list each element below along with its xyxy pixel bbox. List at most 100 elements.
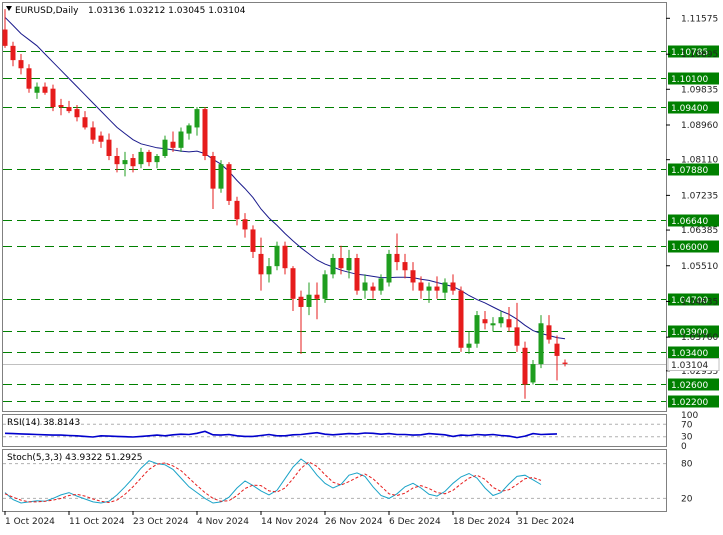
candle-body-17 — [138, 151, 144, 165]
candle-body-34 — [274, 245, 280, 267]
candle-body-22 — [178, 131, 184, 148]
candle-61 — [490, 317, 496, 332]
candle-19 — [154, 153, 160, 169]
candle-66 — [530, 360, 536, 385]
date-tick-label-2: 23 Oct 2024 — [133, 517, 189, 527]
candle-body-42 — [338, 258, 344, 269]
price-tick-label-10: 1.02935 — [681, 367, 718, 377]
level-label-box-0 — [668, 45, 719, 58]
candle-body-36 — [290, 268, 296, 299]
candle-body-27 — [218, 164, 224, 189]
candle-27 — [218, 160, 224, 193]
candle-body-11 — [90, 127, 96, 140]
rsi-panel-frame[interactable] — [2, 414, 667, 447]
level-label-7: 1.03900 — [671, 328, 708, 338]
candle-65 — [522, 341, 528, 399]
candle-22 — [178, 127, 184, 152]
level-label-2: 1.09400 — [671, 104, 708, 114]
candle-12 — [98, 131, 104, 148]
date-tick-label-7: 18 Dec 2024 — [453, 517, 511, 527]
candle-body-60 — [482, 319, 488, 324]
candle-body-29 — [234, 200, 240, 220]
candle-body-1 — [10, 45, 16, 61]
candle-9 — [74, 105, 80, 122]
candle-body-38 — [306, 294, 312, 307]
candle-body-35 — [282, 245, 288, 269]
rsi-tick-label-0: 100 — [681, 411, 698, 421]
candle-63 — [506, 306, 512, 332]
date-tick-label-6: 6 Dec 2024 — [389, 517, 441, 527]
candle-body-51 — [410, 270, 416, 283]
candle-11 — [90, 121, 96, 144]
date-tick-label-5: 26 Nov 2024 — [325, 517, 383, 527]
level-label-box-1 — [668, 72, 719, 85]
candle-body-43 — [346, 258, 352, 271]
candle-body-7 — [58, 105, 64, 108]
candle-body-5 — [42, 86, 48, 93]
rsi-tick-label-1: 70 — [681, 420, 693, 430]
moving-average — [4, 16, 566, 340]
candle-body-49 — [394, 253, 400, 263]
candle-34 — [274, 241, 280, 271]
candle-32 — [258, 237, 264, 291]
candle-body-45 — [362, 282, 368, 291]
candle-64 — [514, 302, 520, 352]
candle-54 — [434, 276, 440, 299]
candle-body-0 — [2, 29, 8, 46]
candle-body-33 — [266, 266, 272, 275]
candle-38 — [306, 282, 312, 316]
candle-67 — [538, 315, 544, 369]
candle-69 — [554, 335, 560, 381]
level-label-box-6 — [668, 293, 719, 306]
price-tick-label-1: 1.10695 — [681, 50, 718, 60]
candle-30 — [242, 213, 248, 238]
candle-body-57 — [458, 290, 464, 348]
date-tick-label-3: 4 Nov 2024 — [197, 517, 249, 527]
level-label-box-9 — [668, 378, 719, 391]
date-tick-label-1: 11 Oct 2024 — [69, 517, 125, 527]
candle-body-53 — [426, 286, 432, 291]
candle-body-68 — [546, 325, 552, 340]
price-panel-frame[interactable] — [2, 2, 667, 412]
candle-4 — [34, 82, 40, 99]
level-label-box-5 — [668, 240, 719, 253]
candle-60 — [482, 311, 488, 330]
candle-body-67 — [538, 323, 544, 365]
candle-body-12 — [98, 135, 104, 142]
candle-body-25 — [202, 109, 208, 156]
price-tick-label-3: 1.08960 — [681, 121, 718, 131]
price-tick-label-7: 1.05510 — [681, 262, 718, 272]
rsi-tick-label-3: 0 — [681, 442, 687, 452]
date-axis: 1 Oct 2024 11 Oct 2024 23 Oct 2024 4 Nov 20… — [4, 511, 575, 527]
candle-body-41 — [330, 258, 336, 275]
candle-0 — [2, 9, 8, 48]
stoch-title: Stoch(5,3,3) 43.9322 51.2925 — [7, 453, 142, 463]
candle-31 — [250, 225, 256, 258]
candle-body-58 — [466, 343, 472, 348]
candle-41 — [330, 253, 336, 279]
candle-40 — [322, 270, 328, 303]
candle-45 — [362, 274, 368, 299]
date-tick-label-0: 1 Oct 2024 — [5, 517, 55, 527]
horizontal-levels: 1.10785 1.10100 1.09400 1.07880 1.06640 1.060… — [3, 45, 719, 408]
candle-1 — [10, 41, 16, 67]
level-label-box-2 — [668, 101, 719, 114]
candle-55 — [442, 278, 448, 299]
candle-29 — [234, 196, 240, 226]
rsi-line — [4, 430, 558, 439]
date-tick-label-8: 31 Dec 2024 — [517, 517, 575, 527]
price-tick-label-9: 1.03760 — [681, 333, 718, 343]
level-label-6: 1.04700 — [671, 296, 708, 306]
level-label-8: 1.03400 — [671, 349, 708, 359]
candle-33 — [266, 258, 272, 283]
rsi-tick-label-2: 30 — [681, 433, 693, 443]
level-label-10: 1.02200 — [671, 398, 708, 408]
candle-body-3 — [26, 68, 32, 89]
candle-58 — [466, 331, 472, 354]
candle-body-15 — [122, 160, 128, 165]
level-label-box-10 — [668, 395, 719, 408]
rsi-title: RSI(14) 38.8143 — [7, 418, 80, 428]
candle-body-39 — [314, 294, 320, 299]
